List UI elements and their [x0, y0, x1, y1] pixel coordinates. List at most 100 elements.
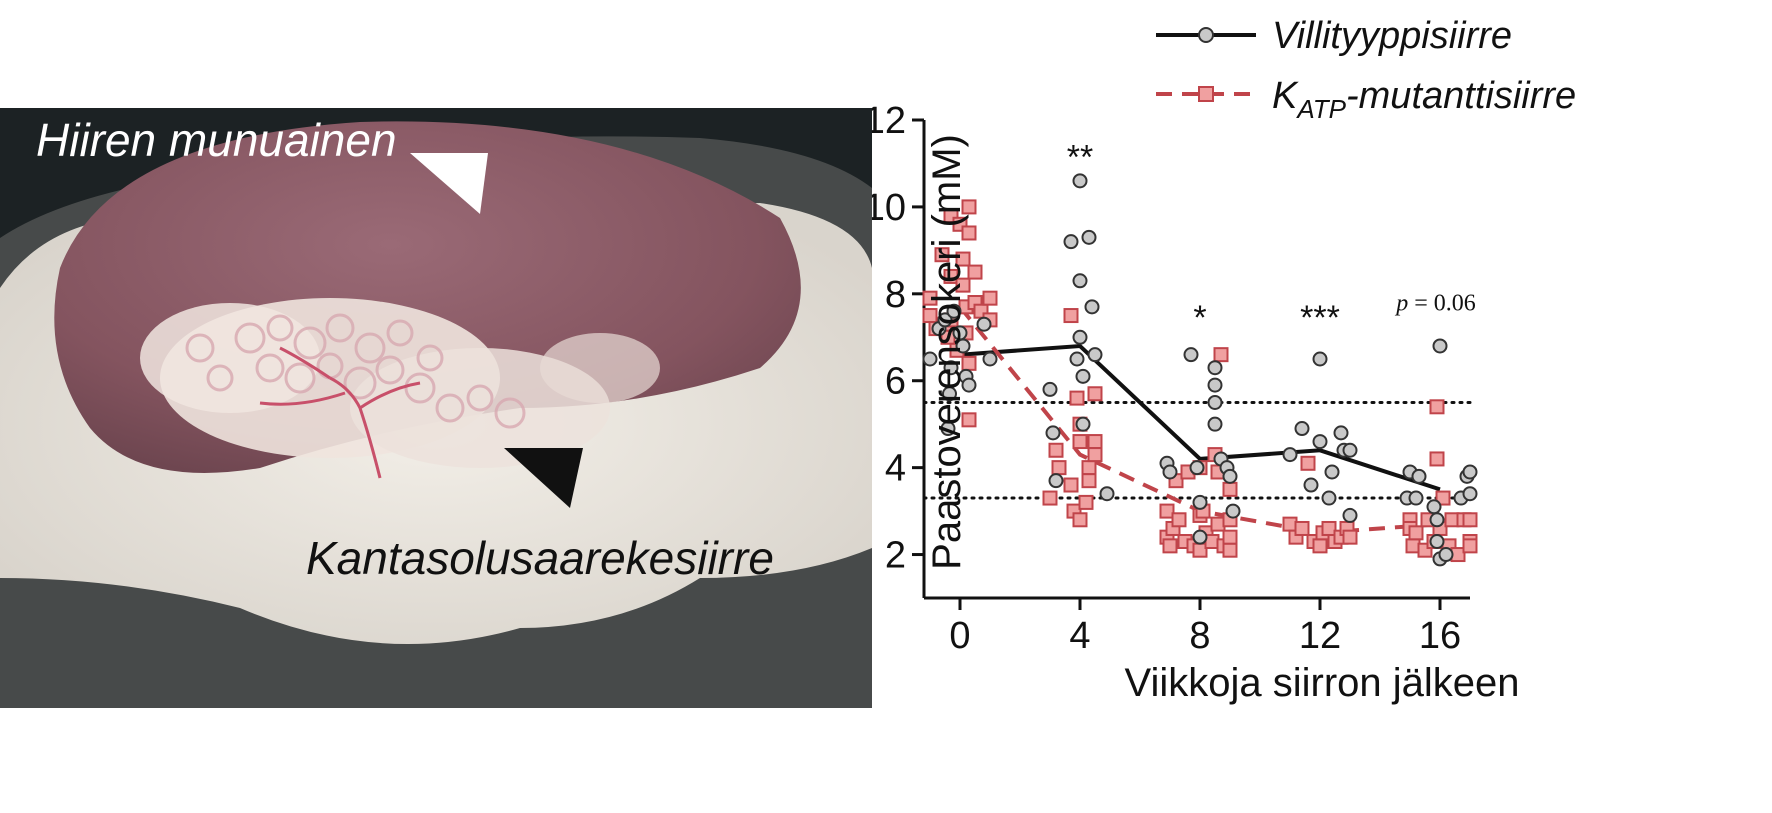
y-tick-label: 6 [885, 361, 906, 403]
point-wildtype [1294, 421, 1310, 437]
blood-vessels [259, 346, 421, 479]
point-wildtype [1312, 351, 1328, 367]
x-tick-label: 4 [1069, 615, 1090, 657]
point-wildtype [1432, 338, 1448, 354]
point-katp [1162, 538, 1178, 554]
point-wildtype [1048, 473, 1064, 489]
point-katp [1078, 494, 1094, 510]
point-wildtype [1282, 447, 1298, 463]
point-katp [1087, 386, 1103, 402]
glucose-chart-panel: Villityyppisiirre KATP-mutanttisiirre 2 4… [864, 0, 1772, 808]
legend: Villityyppisiirre KATP-mutanttisiirre [1156, 15, 1576, 124]
point-katp [1222, 542, 1238, 558]
point-wildtype [1321, 490, 1337, 506]
point-wildtype [1429, 512, 1445, 528]
legend-item-wildtype: Villityyppisiirre [1156, 15, 1512, 57]
kidney-label: Hiiren munuainen [36, 114, 397, 166]
y-tick-label: 4 [885, 448, 906, 490]
point-wildtype [1222, 468, 1238, 484]
point-wildtype [1069, 351, 1085, 367]
black-arrowhead [504, 448, 583, 508]
point-katp [961, 412, 977, 428]
point-wildtype [1342, 507, 1358, 523]
legend-item-katp: KATP-mutanttisiirre [1156, 75, 1576, 124]
point-wildtype [946, 303, 962, 319]
point-katp [955, 251, 971, 267]
point-katp [1051, 460, 1067, 476]
point-katp [1069, 390, 1085, 406]
point-katp [1072, 512, 1088, 528]
significance-annotations: *** *** [1067, 138, 1340, 337]
point-katp [1342, 529, 1358, 545]
point-wildtype [1075, 416, 1091, 432]
point-wildtype [961, 377, 977, 393]
point-wildtype [1072, 273, 1088, 289]
point-wildtype [982, 351, 998, 367]
legend-label-wildtype: Villityyppisiirre [1272, 15, 1512, 57]
y-tick-label: 12 [872, 100, 906, 142]
point-wildtype [1072, 173, 1088, 189]
point-wildtype [955, 338, 971, 354]
legend-marker-katp [1198, 86, 1214, 102]
point-wildtype [942, 386, 957, 402]
point-katp [1063, 477, 1079, 493]
islet-graft [140, 298, 660, 468]
point-wildtype [1426, 499, 1442, 515]
point-katp [1063, 308, 1079, 324]
point-katp [1081, 473, 1097, 489]
significance-marker: ** [1067, 138, 1093, 176]
p-value-annotation: p = 0.06 [1394, 291, 1476, 317]
y-axis-title: Paastoverensokeri (mM) [925, 134, 969, 570]
point-wildtype [1207, 416, 1223, 432]
point-wildtype [1462, 486, 1478, 502]
point-katp [1222, 481, 1238, 497]
point-katp [1429, 399, 1445, 415]
point-katp [943, 268, 959, 284]
point-wildtype [1192, 494, 1208, 510]
legend-marker-wildtype [1198, 27, 1214, 43]
point-katp [934, 247, 950, 263]
white-arrowhead [410, 153, 488, 214]
point-wildtype [1411, 468, 1427, 484]
point-katp [1462, 512, 1478, 528]
point-katp [1462, 538, 1478, 554]
point-katp [1171, 512, 1187, 528]
point-katp [1300, 455, 1316, 471]
point-wildtype [1162, 464, 1178, 480]
point-katp [1042, 490, 1058, 506]
point-wildtype [1312, 434, 1328, 450]
point-katp [961, 225, 977, 241]
point-wildtype [943, 360, 959, 376]
point-katp [1429, 451, 1445, 467]
point-katp [1435, 490, 1451, 506]
point-wildtype [1207, 394, 1223, 410]
x-axis-title: Viikkoja siirron jälkeen [1125, 661, 1520, 705]
point-wildtype [1099, 486, 1115, 502]
point-wildtype [1087, 347, 1103, 363]
point-katp [922, 290, 938, 306]
kidney-photo-panel: Hiiren munuainen Kantasolusaarekesiirre [0, 108, 872, 708]
point-wildtype [1189, 460, 1205, 476]
point-katp [1081, 460, 1097, 476]
point-wildtype [1429, 534, 1445, 550]
x-tick-label: 12 [1299, 615, 1341, 657]
point-wildtype [1342, 442, 1358, 458]
point-katp [955, 277, 971, 293]
point-katp [1087, 434, 1103, 450]
point-wildtype [1081, 229, 1097, 245]
point-wildtype [1072, 329, 1088, 345]
point-katp [982, 290, 998, 306]
point-katp [1213, 347, 1229, 363]
point-wildtype [1075, 368, 1091, 384]
point-wildtype [1042, 381, 1058, 397]
point-wildtype [1438, 547, 1454, 563]
point-wildtype [1207, 377, 1223, 393]
point-wildtype [1207, 360, 1223, 376]
point-katp [1087, 447, 1103, 463]
point-wildtype [1225, 503, 1241, 519]
point-katp [1048, 442, 1064, 458]
x-tick-label: 16 [1419, 615, 1461, 657]
graft-label: Kantasolusaarekesiirre [306, 532, 774, 584]
point-katp [967, 264, 983, 280]
point-katp [1408, 525, 1424, 541]
